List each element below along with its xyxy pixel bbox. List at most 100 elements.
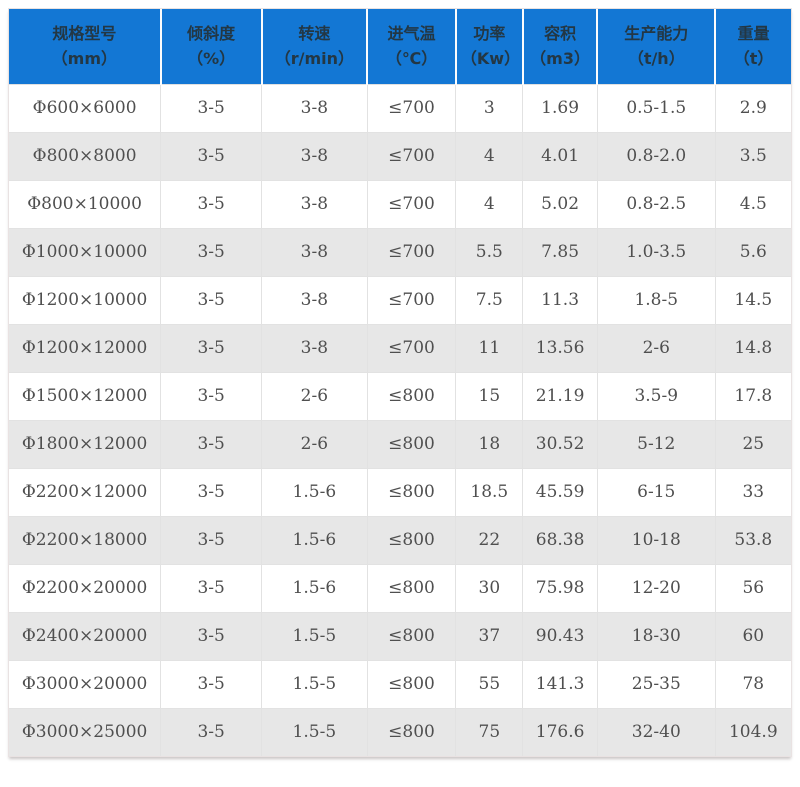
table-cell: ≤700: [366, 227, 457, 277]
header-unit: （t/h）: [627, 49, 685, 69]
table-cell: 3-5: [160, 179, 263, 229]
table-cell: 1.0-3.5: [596, 227, 716, 277]
table-cell: 4.5: [714, 179, 791, 229]
table-cell: 3-8: [261, 323, 368, 373]
table-cell: 12-20: [596, 563, 716, 613]
table-cell: 18: [455, 419, 524, 469]
table-cell: 1.5-5: [261, 611, 368, 661]
header-label: 规格型号: [52, 23, 117, 43]
column-header-capacity: 生产能力 （t/h）: [597, 9, 717, 85]
table-cell: 3-5: [160, 227, 263, 277]
table-cell: Φ1200×12000: [9, 323, 162, 373]
header-unit: （%）: [187, 49, 236, 69]
table-cell: ≤800: [366, 371, 457, 421]
column-header-weight: 重量 （t）: [715, 9, 791, 85]
table-cell: 1.8-5: [596, 275, 716, 325]
table-cell: 4: [455, 131, 524, 181]
table-cell: 176.6: [522, 707, 598, 756]
table-cell: 3-8: [261, 83, 368, 133]
table-cell: 3-5: [160, 371, 263, 421]
table-cell: 17.8: [714, 371, 791, 421]
table-row: Φ1000×10000 3-5 3-8 ≤700 5.5 7.85 1.0-3.5 5.6: [9, 227, 791, 277]
table-cell: ≤700: [366, 179, 457, 229]
table-cell: 3: [455, 83, 524, 133]
table-row: Φ800×8000 3-5 3-8 ≤700 4 4.01 0.8-2.0 3.5: [9, 131, 791, 181]
table-cell: 3-5: [160, 707, 263, 756]
table-header: 规格型号 （mm） 倾斜度 （%） 转速 （r/min） 进气温 （℃）: [9, 9, 791, 85]
table-cell: 30.52: [522, 419, 598, 469]
table-cell: 75.98: [522, 563, 598, 613]
table-row: Φ600×6000 3-5 3-8 ≤700 3 1.69 0.5-1.5 2.9: [9, 83, 791, 133]
table-row: Φ1500×12000 3-5 2-6 ≤800 15 21.19 3.5-9 17.8: [9, 371, 791, 421]
table-cell: Φ1200×10000: [9, 275, 162, 325]
table-cell: 5.6: [714, 227, 791, 277]
header-label: 容积: [544, 23, 577, 43]
table-cell: 60: [714, 611, 791, 661]
table-cell: 21.19: [522, 371, 598, 421]
table-row: Φ2200×12000 3-5 1.5-6 ≤800 18.5 45.59 6-15 33: [9, 467, 791, 517]
table-cell: 1.5-5: [261, 707, 368, 756]
table-cell: Φ1000×10000: [9, 227, 162, 277]
table-cell: 10-18: [596, 515, 716, 565]
table-cell: 22: [455, 515, 524, 565]
column-header-inclination: 倾斜度 （%）: [160, 9, 263, 85]
column-header-model: 规格型号 （mm）: [9, 9, 162, 85]
table-cell: 141.3: [522, 659, 598, 709]
table-row: Φ2200×20000 3-5 1.5-6 ≤800 30 75.98 12-20 56: [9, 563, 791, 613]
table-cell: 14.8: [714, 323, 791, 373]
table-cell: ≤700: [366, 275, 457, 325]
table-row: Φ2400×20000 3-5 1.5-5 ≤800 37 90.43 18-30 60: [9, 611, 791, 661]
header-unit: （t）: [733, 49, 774, 69]
table-cell: 32-40: [596, 707, 716, 756]
table-row: Φ1200×12000 3-5 3-8 ≤700 11 13.56 2-6 14.8: [9, 323, 791, 373]
table-cell: Φ2200×12000: [9, 467, 162, 517]
table-cell: Φ600×6000: [9, 83, 162, 133]
table-cell: 75: [455, 707, 524, 756]
table-cell: 90.43: [522, 611, 598, 661]
table-cell: Φ1800×12000: [9, 419, 162, 469]
table-row: Φ1800×12000 3-5 2-6 ≤800 18 30.52 5-12 25: [9, 419, 791, 469]
table-cell: 1.69: [522, 83, 598, 133]
table-cell: 3-5: [160, 323, 263, 373]
table-body: Φ600×6000 3-5 3-8 ≤700 3 1.69 0.5-1.5 2.9 Φ800×8…: [9, 83, 791, 756]
table-cell: 3-8: [261, 227, 368, 277]
table-cell: 68.38: [522, 515, 598, 565]
table-cell: 3-5: [160, 563, 263, 613]
table-cell: ≤800: [366, 419, 457, 469]
spec-table: 规格型号 （mm） 倾斜度 （%） 转速 （r/min） 进气温 （℃）: [9, 9, 791, 756]
table-cell: 2-6: [261, 419, 368, 469]
header-label: 转速: [298, 23, 331, 43]
table-cell: 25-35: [596, 659, 716, 709]
header-label: 进气温: [387, 23, 436, 43]
table-cell: 11.3: [522, 275, 598, 325]
table-cell: 37: [455, 611, 524, 661]
table-cell: 4: [455, 179, 524, 229]
table-cell: Φ3000×20000: [9, 659, 162, 709]
table-cell: 1.5-6: [261, 515, 368, 565]
table-row: Φ1200×10000 3-5 3-8 ≤700 7.5 11.3 1.8-5 14.5: [9, 275, 791, 325]
table-cell: 3-5: [160, 275, 263, 325]
table-cell: 18.5: [455, 467, 524, 517]
table-header-row: 规格型号 （mm） 倾斜度 （%） 转速 （r/min） 进气温 （℃）: [9, 9, 791, 85]
table-cell: 15: [455, 371, 524, 421]
table-row: Φ2200×18000 3-5 1.5-6 ≤800 22 68.38 10-18 53.8: [9, 515, 791, 565]
header-label: 倾斜度: [187, 23, 236, 43]
table-cell: ≤700: [366, 131, 457, 181]
table-cell: 3-8: [261, 131, 368, 181]
table-cell: 3-5: [160, 131, 263, 181]
table-cell: 2.9: [714, 83, 791, 133]
table-cell: 3-8: [261, 179, 368, 229]
table-cell: Φ3000×25000: [9, 707, 162, 756]
table-cell: 1.5-5: [261, 659, 368, 709]
table-cell: 1.5-6: [261, 467, 368, 517]
table-cell: 0.5-1.5: [596, 83, 716, 133]
table-cell: 3-5: [160, 515, 263, 565]
table-cell: 13.56: [522, 323, 598, 373]
table-cell: 56: [714, 563, 791, 613]
table-cell: 18-30: [596, 611, 716, 661]
table-cell: ≤800: [366, 563, 457, 613]
table-cell: 3.5-9: [596, 371, 716, 421]
column-header-inlet-temp: 进气温 （℃）: [367, 9, 457, 85]
table-row: Φ800×10000 3-5 3-8 ≤700 4 5.02 0.8-2.5 4.5: [9, 179, 791, 229]
